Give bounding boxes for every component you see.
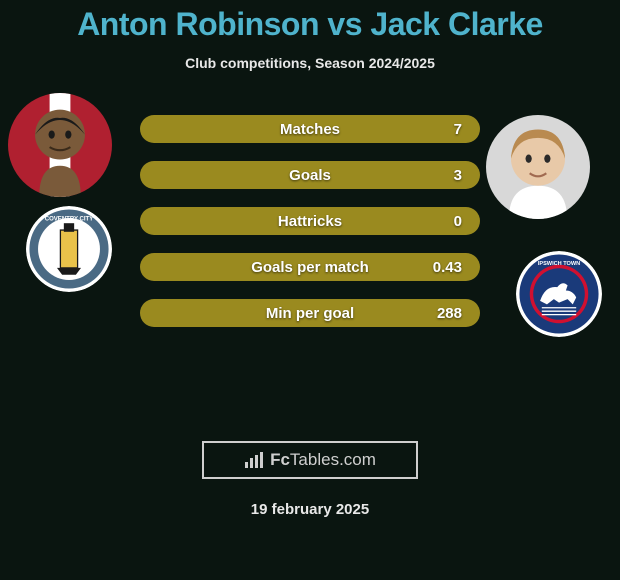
comparison-card: Anton Robinson vs Jack Clarke Club compe… <box>0 0 620 518</box>
chart-icon <box>244 452 264 468</box>
stat-label: Goals per match <box>140 259 480 276</box>
stat-bar: Hattricks 0 <box>140 207 480 235</box>
stat-value: 0 <box>454 213 462 230</box>
stat-value: 0.43 <box>433 259 462 276</box>
brand-fc: Fc <box>270 450 290 469</box>
stat-value: 288 <box>437 305 462 322</box>
stat-value: 3 <box>454 167 462 184</box>
svg-text:IPSWICH TOWN: IPSWICH TOWN <box>538 261 580 267</box>
stat-label: Hattricks <box>140 213 480 230</box>
page-title: Anton Robinson vs Jack Clarke <box>0 6 620 43</box>
stat-bars: Matches 7 Goals 3 Hattricks 0 Goals per … <box>140 115 480 327</box>
brand-box: FcTables.com <box>202 441 418 479</box>
right-club-badge: IPSWICH TOWN <box>516 251 602 337</box>
main-area: COVENTRY CITY IPSWICH TOW <box>0 93 620 433</box>
left-player-avatar <box>8 93 112 197</box>
stat-value: 7 <box>454 121 462 138</box>
right-player-avatar <box>486 115 590 219</box>
stat-label: Matches <box>140 121 480 138</box>
stat-label: Min per goal <box>140 305 480 322</box>
left-club-badge: COVENTRY CITY <box>26 206 112 292</box>
stat-bar: Matches 7 <box>140 115 480 143</box>
svg-text:COVENTRY CITY: COVENTRY CITY <box>45 217 93 223</box>
stat-label: Goals <box>140 167 480 184</box>
stat-bar: Min per goal 288 <box>140 299 480 327</box>
date-label: 19 february 2025 <box>0 501 620 518</box>
subtitle: Club competitions, Season 2024/2025 <box>0 55 620 71</box>
stat-bar: Goals 3 <box>140 161 480 189</box>
brand-text: FcTables.com <box>270 450 376 470</box>
stat-bar: Goals per match 0.43 <box>140 253 480 281</box>
brand-rest: Tables.com <box>290 450 376 469</box>
